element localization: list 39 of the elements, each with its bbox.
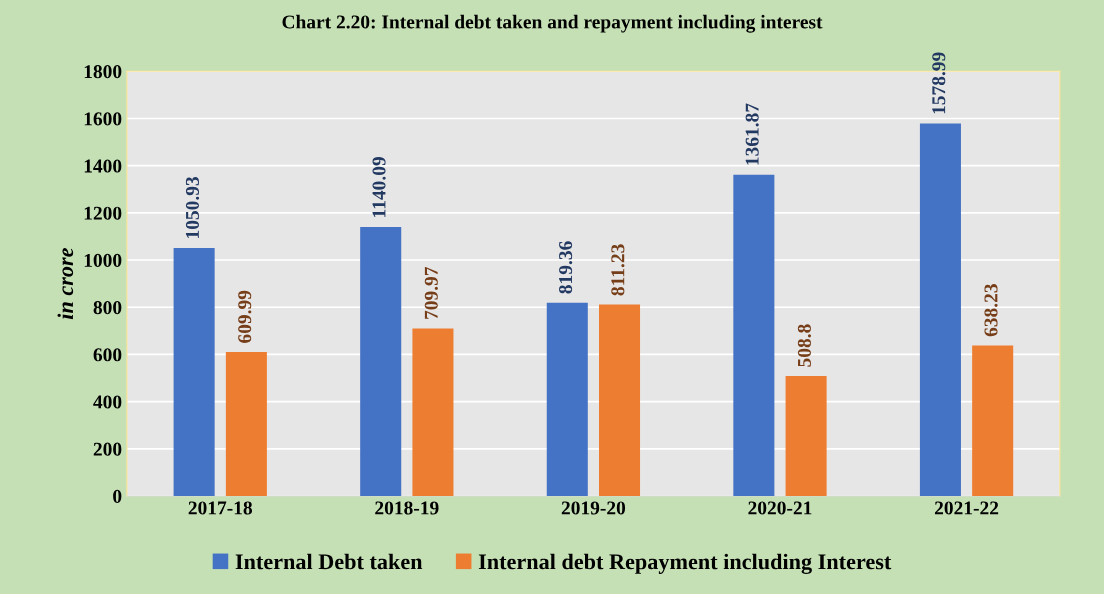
bar: [972, 345, 1014, 496]
x-tick-label: 2019-20: [561, 501, 626, 515]
y-tick-label: 0: [113, 489, 122, 503]
data-label: 638.23: [984, 284, 998, 337]
y-axis-title: in crore: [57, 248, 74, 320]
data-label: 1050.93: [185, 177, 200, 238]
y-tick-label: 400: [93, 395, 122, 409]
data-label: 1140.09: [372, 157, 386, 217]
data-label: 609.99: [238, 290, 252, 343]
bar: [599, 304, 641, 496]
data-label: 819.36: [559, 241, 573, 294]
data-label: 1361.87: [745, 103, 759, 165]
legend-label: Internal Debt taken: [235, 553, 423, 570]
y-tick-label: 1600: [84, 112, 122, 126]
y-tick-label: 200: [93, 442, 122, 456]
y-tick-label: 1400: [84, 159, 122, 173]
legend-label: Internal debt Repayment including Interest: [478, 553, 892, 574]
data-label: 811.23: [611, 244, 625, 296]
x-tick-label: 2020-21: [748, 501, 812, 515]
y-tick-label: 1800: [84, 65, 122, 79]
bar: [173, 248, 215, 496]
bar: [919, 123, 961, 496]
y-tick-label: 1000: [84, 253, 122, 267]
bar: [225, 352, 267, 496]
bar: [785, 375, 827, 496]
data-label: 709.97: [424, 266, 438, 319]
y-tick-label: 1200: [84, 206, 122, 220]
bar: [733, 174, 775, 496]
chart-title: Chart 2.20: Internal debt taken and repayment including interest: [282, 14, 823, 33]
y-tick-label: 600: [93, 348, 122, 362]
y-tick-label: 800: [93, 301, 122, 315]
bar: [360, 226, 402, 496]
x-tick-label: 2018-19: [375, 501, 439, 515]
bar: [546, 302, 588, 496]
data-label: 508.8: [797, 324, 812, 367]
x-tick-label: 2017-18: [188, 501, 253, 515]
bar: [412, 328, 454, 496]
data-label: 1578.99: [932, 52, 946, 114]
x-tick-label: 2021-22: [934, 501, 999, 515]
